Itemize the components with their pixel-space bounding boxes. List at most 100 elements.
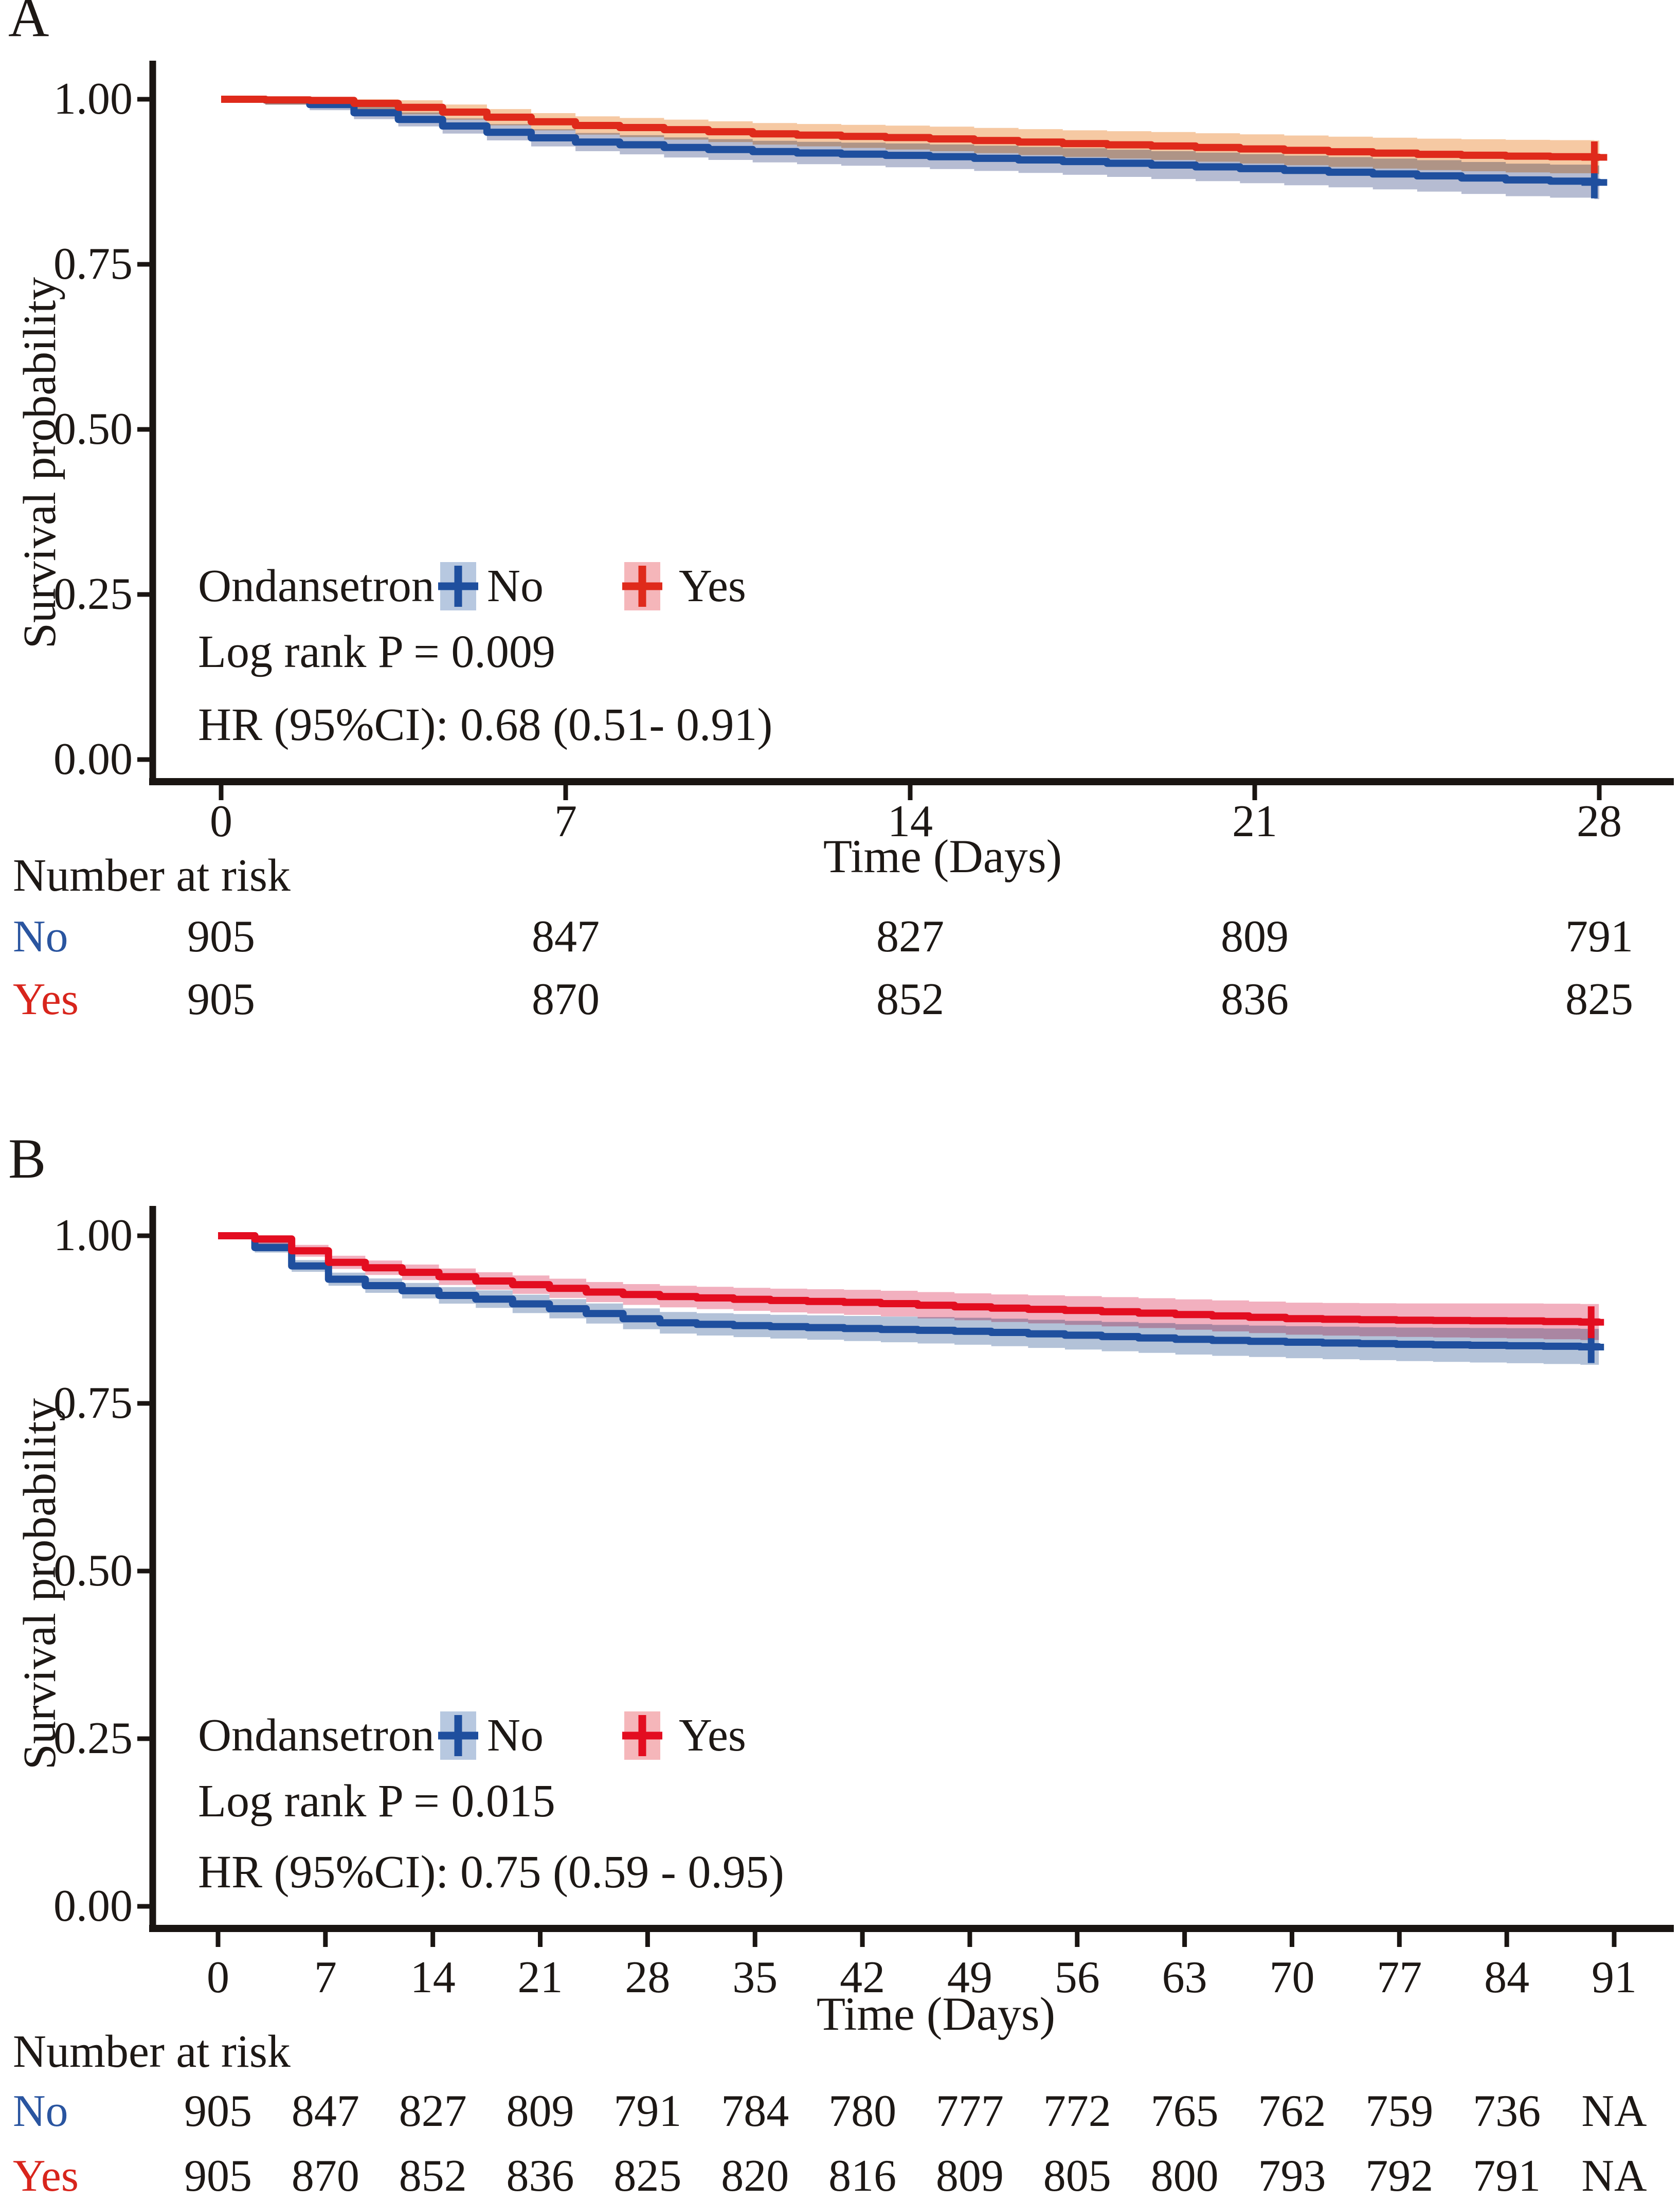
yes-legend-key-icon [622,1711,662,1760]
x-tick-label: 21 [1232,797,1277,846]
risk-value: 836 [1220,975,1289,1024]
legend-no-label-a: No [487,561,544,611]
risk-value: 820 [721,2151,789,2201]
risk-row-label: Yes [13,975,79,1024]
risk-value: 805 [1043,2151,1111,2201]
x-tick-label: 91 [1591,1953,1637,2002]
yes-survival-curve [221,96,1603,161]
y-tick-label: 1.00 [53,74,133,124]
y-tick-label: 0.25 [53,1713,133,1763]
x-axis-title-a: Time (Days) [823,830,1062,882]
panel-b-letter: B [8,1127,46,1190]
y-tick-label: 1.00 [53,1211,133,1260]
hr-text-a: HR (95%CI): 0.68 (0.51- 0.91) [198,699,773,750]
risk-value: 870 [531,975,600,1024]
legend-yes-label-b: Yes [679,1710,746,1761]
risk-value: 827 [876,912,944,962]
risk-value: 784 [721,2086,789,2136]
legend-no-label-b: No [487,1710,544,1761]
x-tick-label: 28 [625,1953,671,2002]
risk-value: 847 [531,912,600,962]
risk-value: 809 [1220,912,1289,962]
x-tick-label: 14 [410,1953,456,2002]
legend-yes-label-a: Yes [679,561,746,611]
risk-value: NA [1581,2151,1647,2201]
yes-legend-key-icon [622,562,662,610]
legend-title-b: Ondansetron [198,1710,435,1761]
y-tick-label: 0.25 [53,569,133,619]
x-tick-label: 7 [554,797,577,846]
x-tick-label: 70 [1269,1953,1315,2002]
risk-value: 847 [291,2086,359,2136]
risk-value: 792 [1365,2151,1434,2201]
x-tick-label: 35 [732,1953,778,2002]
y-tick-label: 0.00 [53,1881,133,1931]
risk-value: 836 [506,2151,574,2201]
x-tick-label: 49 [947,1953,992,2002]
x-axis-title-b: Time (Days) [816,1988,1056,2040]
hr-text-b: HR (95%CI): 0.75 (0.59 - 0.95) [198,1847,784,1898]
y-tick-label: 0.50 [53,1546,133,1596]
risk-value: 825 [613,2151,682,2201]
risk-value: 780 [828,2086,897,2136]
risk-value: 777 [935,2086,1004,2136]
x-tick-label: 56 [1054,1953,1100,2002]
risk-value: 759 [1365,2086,1434,2136]
no-survival-curve [218,1232,1603,1350]
risk-value: 809 [506,2086,574,2136]
risk-value: NA [1581,2086,1647,2136]
risk-value: 852 [876,975,944,1024]
risk-value: 791 [613,2086,682,2136]
risk-value: 793 [1258,2151,1326,2201]
x-tick-label: 84 [1484,1953,1530,2002]
no-legend-key-icon [438,1711,478,1760]
x-tick-label: 7 [314,1953,337,2002]
risk-value: 772 [1043,2086,1111,2136]
x-tick-label: 0 [210,797,232,846]
yes-survival-curve [218,1232,1603,1326]
x-tick-label: 21 [517,1953,563,2002]
no-legend-key-icon [438,562,478,610]
risk-value: 825 [1565,975,1633,1024]
risk-value: 905 [187,975,255,1024]
panel-B-graphics [137,1206,1674,1947]
risk-value: 809 [935,2151,1004,2201]
risk-value: 791 [1473,2151,1541,2201]
x-tick-label: 14 [887,797,933,846]
panel-A-graphics [137,61,1674,800]
risk-row-label: No [13,912,68,962]
risk-row-label: Yes [13,2151,79,2201]
risk-value: 905 [184,2086,252,2136]
risk-value: 736 [1473,2086,1541,2136]
risk-value: 816 [828,2151,897,2201]
y-tick-label: 0.75 [53,239,133,289]
yes-censor-mark-icon [1581,141,1607,173]
risk-value: 870 [291,2151,359,2201]
no-survival-curve [221,96,1603,186]
y-tick-label: 0.75 [53,1378,133,1428]
x-tick-label: 42 [840,1953,886,2002]
risk-table-header-a: Number at risk [13,850,291,901]
risk-value: 827 [399,2086,467,2136]
risk-table-header-b: Number at risk [13,2026,291,2077]
risk-row-label: No [13,2086,68,2136]
logrank-text-b: Log rank P = 0.015 [198,1776,555,1827]
legend-title-a: Ondansetron [198,561,435,611]
y-tick-label: 0.00 [53,734,133,784]
panel-a-letter: A [8,0,49,48]
yes-censor-mark-icon [1578,1306,1604,1339]
risk-value: 762 [1258,2086,1326,2136]
risk-value: 852 [399,2151,467,2201]
risk-value: 905 [184,2151,252,2201]
x-tick-label: 0 [207,1953,229,2002]
risk-value: 765 [1150,2086,1219,2136]
risk-value: 791 [1565,912,1633,962]
x-tick-label: 28 [1576,797,1622,846]
logrank-text-a: Log rank P = 0.009 [198,626,555,677]
y-tick-label: 0.50 [53,404,133,454]
x-tick-label: 63 [1162,1953,1207,2002]
risk-value: 800 [1150,2151,1219,2201]
risk-value: 905 [187,912,255,962]
